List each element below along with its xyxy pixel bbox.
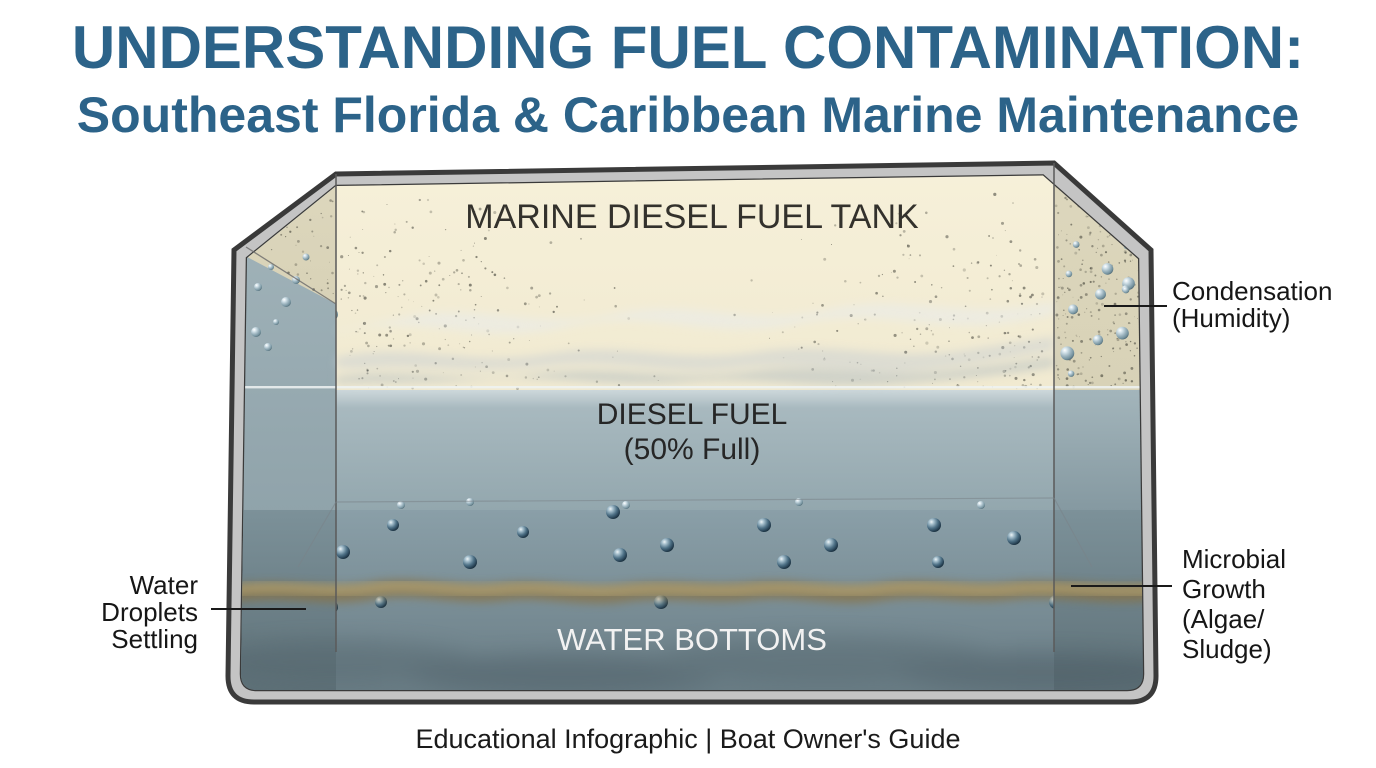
- svg-text:MARINE DIESEL FUEL TANK: MARINE DIESEL FUEL TANK: [465, 198, 919, 236]
- svg-text:Droplets: Droplets: [101, 597, 198, 627]
- svg-text:Growth: Growth: [1182, 574, 1266, 604]
- svg-text:Settling: Settling: [111, 624, 198, 654]
- svg-text:Microbial: Microbial: [1182, 544, 1286, 574]
- svg-text:Condensation: Condensation: [1172, 276, 1332, 306]
- svg-text:DIESEL FUEL: DIESEL FUEL: [597, 398, 788, 431]
- svg-text:Sludge): Sludge): [1182, 634, 1272, 664]
- svg-text:(Algae/: (Algae/: [1182, 604, 1265, 634]
- svg-text:Water: Water: [130, 570, 199, 600]
- svg-text:(50% Full): (50% Full): [624, 433, 761, 466]
- svg-text:(Humidity): (Humidity): [1172, 303, 1290, 333]
- svg-text:WATER BOTTOMS: WATER BOTTOMS: [557, 622, 827, 657]
